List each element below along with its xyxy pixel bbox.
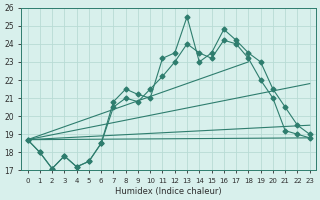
X-axis label: Humidex (Indice chaleur): Humidex (Indice chaleur) [115,187,222,196]
